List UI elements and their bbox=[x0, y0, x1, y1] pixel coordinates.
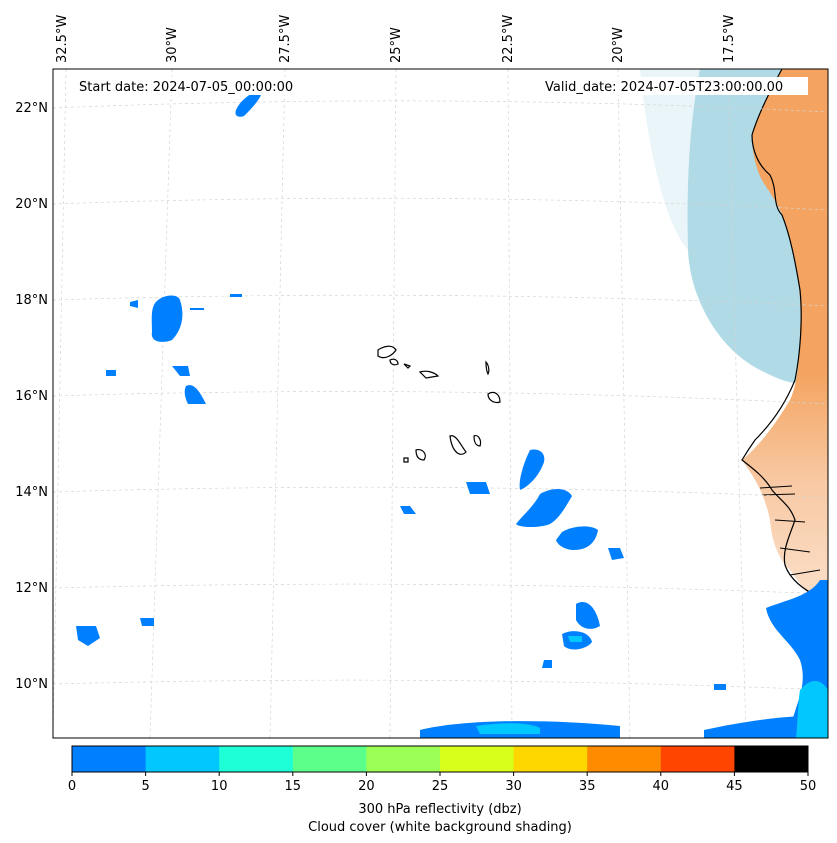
island-outline bbox=[487, 391, 501, 404]
reflectivity-cell bbox=[516, 489, 572, 527]
island-outline bbox=[415, 449, 426, 461]
lat-label: 18°N bbox=[15, 293, 48, 308]
reflectivity-cell bbox=[542, 660, 552, 668]
colorbar-tick-label: 50 bbox=[800, 779, 817, 794]
lat-label: 20°N bbox=[15, 197, 48, 212]
lon-label: 22.5°W bbox=[501, 15, 516, 63]
africa-land bbox=[742, 69, 828, 620]
island-outline bbox=[377, 345, 397, 359]
reflectivity-cell bbox=[76, 626, 100, 646]
lon-label: 25°W bbox=[389, 27, 404, 63]
colorbar-tick-label: 30 bbox=[505, 779, 522, 794]
lon-label: 32.5°W bbox=[55, 15, 70, 63]
reflectivity-core bbox=[476, 723, 540, 734]
lat-label: 12°N bbox=[15, 581, 48, 596]
reflectivity-cores bbox=[476, 636, 828, 738]
colorbar-segment bbox=[219, 746, 294, 772]
colorbar-tick-label: 35 bbox=[579, 779, 596, 794]
lat-label: 16°N bbox=[15, 389, 48, 404]
colorbar-ticks: 0 5 10 15 20 25 30 35 40 45 50 bbox=[68, 772, 816, 794]
gambia-border bbox=[759, 485, 821, 576]
reflectivity-cell bbox=[556, 526, 598, 550]
start-date-label: Start date: 2024-07-05_00:00:00 bbox=[79, 80, 293, 95]
reflectivity-cell bbox=[140, 618, 154, 626]
map-border bbox=[52, 68, 829, 739]
island-outline bbox=[418, 370, 440, 379]
colorbar-segment bbox=[734, 746, 809, 772]
colorbar-segment bbox=[292, 746, 367, 772]
reflectivity-cell bbox=[714, 684, 726, 690]
island-outline bbox=[485, 360, 490, 376]
start-date-box bbox=[74, 77, 314, 95]
colorbar-sublabel: Cloud cover (white background shading) bbox=[308, 820, 572, 835]
reflectivity-cell bbox=[190, 308, 204, 310]
longitude-labels: 32.5°W 30°W 27.5°W 25°W 22.5°W 20°W 17.5… bbox=[55, 15, 737, 63]
reflectivity-cell bbox=[184, 385, 206, 404]
colorbar-tick-label: 40 bbox=[653, 779, 670, 794]
lon-label: 27.5°W bbox=[278, 15, 293, 63]
reflectivity-cell bbox=[704, 716, 800, 738]
colorbar-segment bbox=[366, 746, 441, 772]
colorbar-tick-label: 0 bbox=[68, 779, 76, 794]
colorbar-segment bbox=[513, 746, 588, 772]
colorbar-tick-label: 15 bbox=[285, 779, 302, 794]
map-layers bbox=[53, 69, 828, 738]
reflectivity-cell bbox=[172, 366, 190, 376]
lat-label: 14°N bbox=[15, 485, 48, 500]
colorbar-segment bbox=[440, 746, 515, 772]
reflectivity-cell bbox=[519, 449, 545, 490]
island-outline bbox=[403, 363, 412, 369]
cape-verde-islands bbox=[377, 345, 501, 463]
reflectivity-cell bbox=[466, 482, 490, 494]
lon-label: 20°W bbox=[611, 27, 626, 63]
colorbar-tick-label: 10 bbox=[211, 779, 228, 794]
lon-label: 17.5°W bbox=[722, 15, 737, 63]
valid-date-label: Valid_date: 2024-07-05T23:00:00.00 bbox=[545, 80, 783, 95]
colorbar-label: 300 hPa reflectivity (dbz) bbox=[358, 802, 521, 817]
island-outline bbox=[389, 358, 399, 366]
colorbar-segment bbox=[145, 746, 220, 772]
reflectivity-core bbox=[796, 680, 828, 738]
reflectivity-cell bbox=[608, 548, 624, 560]
reflectivity-cell bbox=[576, 602, 600, 629]
latitude-labels: 22°N 20°N 18°N 16°N 14°N 12°N 10°N bbox=[15, 101, 48, 692]
colorbar-segment bbox=[660, 746, 735, 772]
colorbar-tick-label: 20 bbox=[358, 779, 375, 794]
reflectivity-cell bbox=[106, 370, 116, 376]
lat-label: 22°N bbox=[15, 101, 48, 116]
africa-coastline bbox=[741, 69, 828, 626]
cloud-cover-faint bbox=[640, 69, 700, 250]
valid-date-box bbox=[540, 77, 808, 95]
reflectivity-cell bbox=[400, 506, 416, 514]
reflectivity-cell bbox=[151, 295, 183, 342]
reflectivity-cell bbox=[235, 88, 263, 117]
colorbar-tick-label: 5 bbox=[141, 779, 149, 794]
lat-label: 10°N bbox=[15, 677, 48, 692]
colorbar-tick-label: 25 bbox=[432, 779, 449, 794]
colorbar bbox=[71, 745, 809, 773]
lon-label: 30°W bbox=[165, 27, 180, 63]
colorbar-segment bbox=[72, 746, 147, 772]
reflectivity-cell bbox=[130, 300, 138, 308]
island-outline bbox=[473, 435, 482, 447]
reflectivity-cell bbox=[230, 294, 242, 297]
colorbar-tick-label: 45 bbox=[726, 779, 743, 794]
island-outline bbox=[449, 435, 467, 455]
reflectivity-core bbox=[568, 636, 582, 642]
colorbar-segment bbox=[587, 746, 662, 772]
island-outline bbox=[403, 457, 409, 463]
